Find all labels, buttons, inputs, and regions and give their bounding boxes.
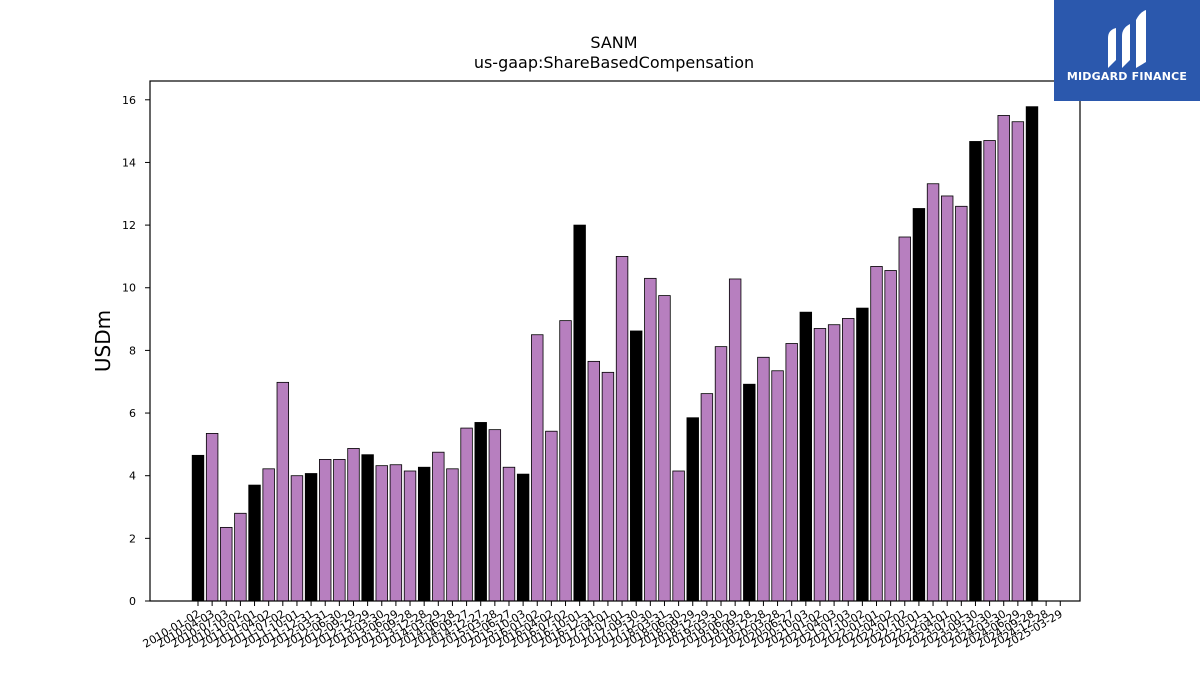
- bar: [728, 278, 742, 602]
- bar: [870, 266, 883, 602]
- plot-frame: [149, 80, 1081, 602]
- bar: [559, 320, 572, 602]
- brand-mark-icon: [1108, 10, 1146, 68]
- bar: [361, 454, 374, 602]
- brand-logo: MIDGARD FINANCE: [1054, 0, 1200, 101]
- bar: [347, 448, 360, 602]
- chart-title: SANM: [590, 33, 637, 52]
- bar: [587, 360, 600, 602]
- bar: [333, 459, 346, 602]
- bar: [290, 475, 304, 602]
- bar: [997, 115, 1010, 602]
- bar: [757, 356, 770, 602]
- bar: [884, 270, 897, 602]
- x-axis: 2010-01-022010-04-032010-07-032010-10-02…: [141, 601, 1065, 651]
- y-tick-label: 16: [122, 94, 136, 107]
- bar: [403, 470, 417, 602]
- bar: [743, 383, 756, 602]
- bar: [389, 464, 403, 602]
- bar: [955, 205, 968, 602]
- y-tick-label: 6: [129, 407, 136, 420]
- bar: [856, 307, 869, 602]
- bar: [898, 236, 911, 602]
- bar: [615, 256, 629, 602]
- bar: [644, 277, 657, 602]
- bar: [1011, 121, 1025, 602]
- bar: [785, 343, 798, 602]
- bar: [601, 371, 615, 602]
- y-tick-label: 0: [129, 595, 136, 608]
- bar: [460, 427, 473, 602]
- bar: [545, 430, 558, 602]
- bar: [205, 433, 219, 602]
- bar: [248, 484, 261, 602]
- bar: [319, 459, 332, 602]
- bar: [672, 470, 685, 602]
- y-tick-label: 12: [122, 219, 136, 232]
- y-tick-label: 14: [122, 156, 136, 169]
- y-axis: 0 2 4 6 8 10 12 14 16: [122, 94, 150, 608]
- y-tick-label: 2: [129, 532, 136, 545]
- bar: [474, 422, 487, 602]
- bar: [488, 429, 502, 602]
- bar: [516, 473, 530, 602]
- bar: [926, 183, 940, 602]
- bar: [714, 346, 728, 602]
- bar: [432, 451, 445, 602]
- bars-group: [191, 106, 1039, 602]
- bar: [446, 468, 459, 602]
- bar: [375, 465, 388, 602]
- bar: [827, 324, 841, 602]
- bar: [940, 195, 954, 602]
- y-tick-label: 8: [129, 344, 136, 357]
- y-axis-label: USDm: [91, 310, 115, 372]
- bar: [531, 334, 544, 602]
- bar: [813, 328, 827, 602]
- bar: [983, 140, 996, 602]
- bar: [417, 466, 431, 602]
- bar: [969, 141, 982, 602]
- bar: [573, 224, 586, 602]
- bar: [700, 393, 714, 602]
- bar: [686, 417, 699, 602]
- bar: [262, 468, 275, 602]
- y-tick-label: 4: [129, 470, 136, 483]
- bar: [658, 295, 671, 602]
- bar: [630, 330, 643, 602]
- chart-subtitle: us-gaap:ShareBasedCompensation: [474, 53, 754, 72]
- bar: [304, 473, 318, 602]
- bar: [234, 512, 247, 602]
- bar: [1025, 106, 1039, 602]
- brand-name: MIDGARD FINANCE: [1066, 70, 1188, 83]
- bar: [502, 466, 516, 602]
- bar: [276, 381, 290, 602]
- bar: [799, 311, 813, 602]
- y-tick-label: 10: [122, 282, 136, 295]
- bar: [220, 526, 233, 602]
- bar: [912, 208, 926, 602]
- bar: [191, 454, 205, 602]
- bar: [771, 370, 784, 602]
- bar: [842, 318, 855, 602]
